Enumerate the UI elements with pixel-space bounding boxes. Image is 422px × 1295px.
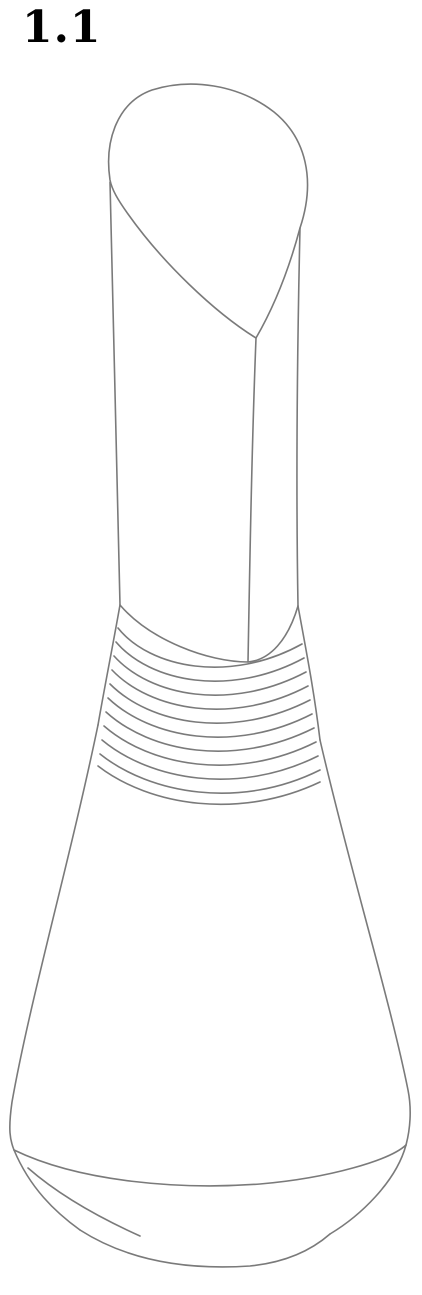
body-right-edge [320, 740, 410, 1145]
base-left-edge [14, 1150, 80, 1230]
thread-line [110, 684, 310, 723]
collar-left-edge [98, 605, 120, 725]
base-bottom-curve [80, 1230, 330, 1267]
tip-base-curve [120, 605, 298, 662]
thread-line [98, 766, 320, 804]
thread-line [108, 698, 312, 737]
body-section [10, 725, 410, 1186]
tip-face-inner-edge [248, 338, 256, 662]
tip-right-edge [297, 228, 300, 606]
base-right-edge [330, 1145, 406, 1234]
body-left-edge [10, 725, 98, 1150]
base-dome [14, 1145, 406, 1267]
base-inner-highlight [28, 1168, 140, 1236]
body-lower-rim [14, 1145, 406, 1186]
tip-slanted-face-outline [109, 84, 308, 338]
tip-left-edge [110, 182, 120, 605]
tip-section [109, 84, 308, 662]
thread-line [112, 670, 308, 709]
threaded-collar [98, 605, 320, 804]
thread-line [118, 628, 302, 667]
thread-line [114, 656, 306, 695]
